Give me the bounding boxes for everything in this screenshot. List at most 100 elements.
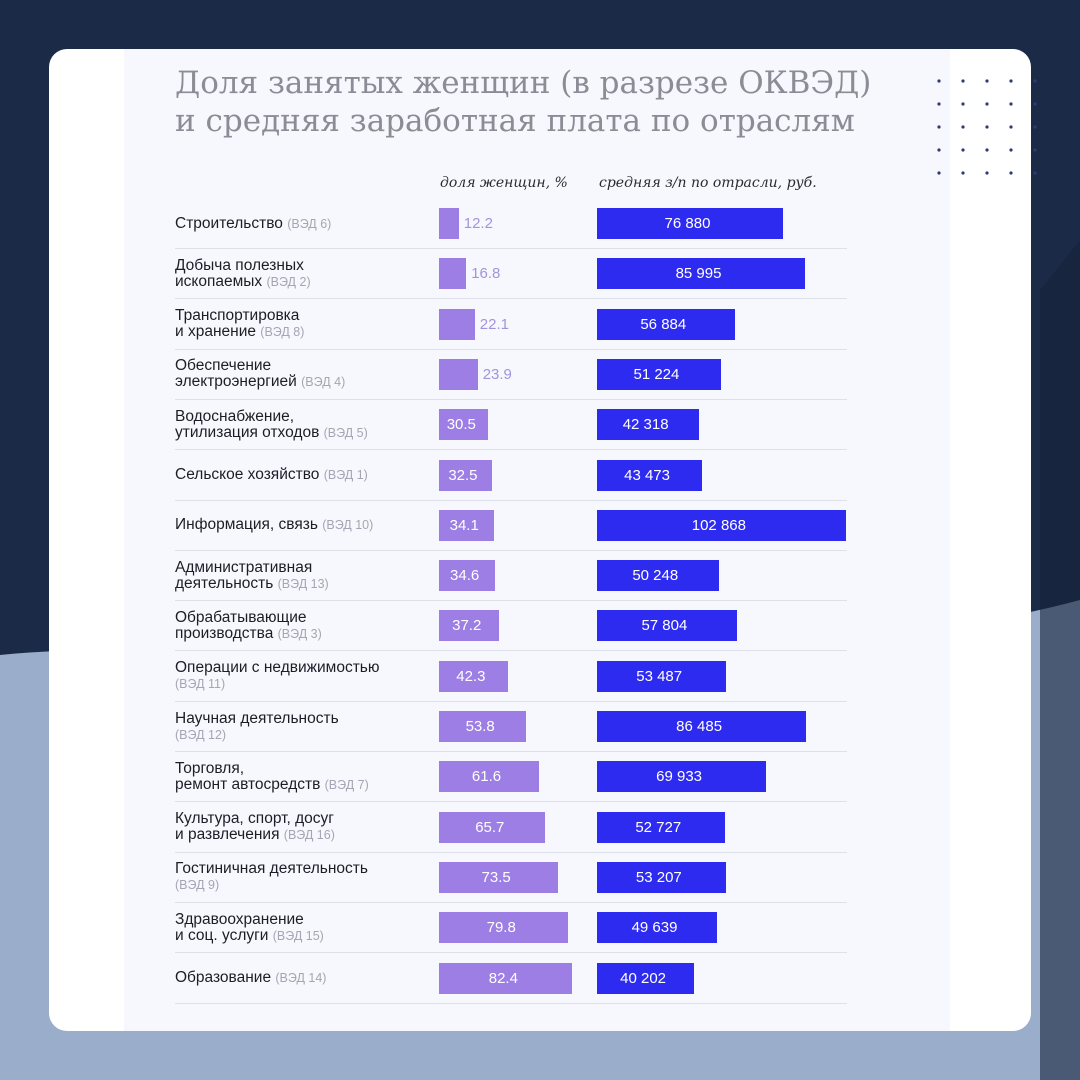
chart-row: Научная деятельность (ВЭД 12) 53.8 86 485 — [175, 702, 847, 752]
category-label: Образование (ВЭД 14) — [175, 954, 425, 1003]
category-code: (ВЭД 15) — [272, 928, 324, 943]
share-value: 23.9 — [482, 365, 512, 383]
chart-title: Доля занятых женщин (в разрезе ОКВЭД) и … — [175, 65, 872, 139]
share-bar — [439, 560, 496, 592]
salary-bar — [597, 711, 807, 742]
share-value: 22.1 — [479, 315, 509, 333]
salary-bar — [597, 761, 767, 793]
salary-value: 52 727 — [635, 818, 682, 836]
share-value: 37.2 — [452, 617, 482, 635]
category-code: (ВЭД 8) — [260, 325, 305, 340]
salary-value: 102 868 — [691, 516, 746, 534]
salary-bar — [597, 358, 721, 390]
category-name: Научная деятельность — [175, 709, 339, 727]
salary-value: 86 485 — [676, 718, 723, 735]
category-code: (ВЭД 16) — [283, 828, 335, 843]
chart-row: Образование (ВЭД 14) 82.4 40 202 — [175, 954, 847, 1004]
category-name: Обрабатывающие производства — [175, 608, 307, 642]
category-code: (ВЭД 14) — [275, 971, 327, 985]
category-name: Административная деятельность — [175, 558, 313, 592]
chart-row: Водоснабжение, утилизация отходов (ВЭД 5… — [175, 400, 847, 451]
chart-row: Гостиничная деятельность (ВЭД 9) 73.5 53 2… — [175, 853, 847, 903]
share-bar — [439, 761, 539, 793]
salary-value: 76 880 — [664, 215, 711, 232]
share-bar — [439, 459, 492, 491]
share-value: 30.5 — [446, 416, 476, 434]
category-label: Строительство (ВЭД 6) — [175, 199, 425, 248]
salary-bar — [597, 208, 784, 239]
salary-column-header: средняя з/п по отрасли, руб. — [599, 175, 817, 191]
share-bar — [439, 912, 569, 944]
share-value: 34.1 — [449, 516, 479, 534]
salary-bar — [597, 560, 719, 592]
chart-row: Торговля, ремонт автосредств (ВЭД 7) 61.6… — [175, 752, 847, 803]
share-value: 34.6 — [450, 567, 480, 585]
category-code: (ВЭД 1) — [323, 468, 368, 482]
share-bar — [439, 308, 475, 340]
category-label: Информация, связь (ВЭД 10) — [175, 501, 425, 550]
salary-value: 40 202 — [620, 969, 667, 987]
salary-bar — [597, 610, 737, 642]
salary-bar — [597, 811, 725, 843]
category-code: (ВЭД 6) — [287, 216, 332, 231]
salary-value: 53 207 — [635, 868, 682, 886]
category-name: Гостиничная деятельность — [175, 860, 368, 878]
share-value: 65.7 — [475, 818, 505, 836]
category-code: (ВЭД 2) — [266, 274, 311, 289]
salary-bar — [597, 509, 846, 541]
share-bar — [439, 610, 500, 642]
chart-row: Административная деятельность (ВЭД 13) 34… — [175, 551, 847, 602]
salary-bar — [597, 912, 718, 944]
category-name: Сельское хозяйство — [175, 466, 320, 483]
category-code: (ВЭД 3) — [277, 626, 322, 641]
category-code: (ВЭД 11) — [175, 677, 226, 692]
category-label: Транспортировка и хранение (ВЭД 8) — [175, 300, 425, 349]
chart-row: Добыча полезных ископаемых (ВЭД 2) 16.8 85… — [175, 249, 847, 300]
salary-value: 42 318 — [622, 416, 669, 434]
category-label: Гостиничная деятельность (ВЭД 9) — [175, 853, 425, 902]
category-name: Операции с недвижимостью — [175, 659, 380, 677]
share-value: 79.8 — [486, 919, 516, 937]
chart-row: Информация, связь (ВЭД 10) 34.1 102 868 — [175, 501, 847, 551]
category-name: Информация, связь — [175, 516, 318, 534]
category-label: Здравоохранение и соц. услуги (ВЭД 15) — [175, 903, 425, 952]
salary-value: 50 248 — [632, 567, 679, 585]
salary-value: 57 804 — [641, 617, 688, 635]
salary-bar — [597, 861, 726, 893]
salary-value: 69 933 — [656, 768, 703, 786]
share-bar — [439, 409, 489, 441]
category-label: Обеспечение электроэнергией (ВЭД 4) — [175, 350, 425, 399]
category-label: Водоснабжение, утилизация отходов (ВЭД 5… — [175, 400, 425, 449]
share-bar — [439, 861, 559, 893]
salary-bar — [597, 660, 727, 692]
category-label: Культура, спорт, досуг и развлечения (ВЭ… — [175, 803, 425, 852]
chart-row: Операции с недвижимостью (ВЭД 11) 42.3 53 … — [175, 652, 847, 702]
category-name: Здравоохранение и соц. услуги — [175, 910, 304, 944]
chart-row: Обрабатывающие производства (ВЭД 3) 37.2 5… — [175, 601, 847, 652]
content-card: Доля занятых женщин (в разрезе ОКВЭД) и … — [49, 49, 1037, 1031]
salary-value: 85 995 — [675, 265, 722, 283]
share-value: 12.2 — [463, 215, 493, 232]
share-bar — [439, 962, 573, 994]
salary-value: 53 487 — [636, 667, 683, 685]
salary-value: 56 884 — [640, 315, 687, 333]
category-name: Культура, спорт, досуг и развлечения — [175, 810, 334, 844]
chart-row: Сельское хозяйство (ВЭД 1) 32.5 43 473 — [175, 451, 847, 501]
share-value: 61.6 — [471, 768, 502, 786]
category-label: Сельское хозяйство (ВЭД 1) — [175, 451, 425, 500]
category-name: Водоснабжение, утилизация отходов — [175, 407, 320, 441]
salary-value: 51 224 — [633, 365, 680, 383]
share-value: 16.8 — [471, 265, 501, 283]
category-code: (ВЭД 13) — [277, 576, 329, 591]
category-label: Торговля, ремонт автосредств (ВЭД 7) — [175, 752, 425, 801]
category-code: (ВЭД 5) — [323, 425, 368, 440]
chart-row: Культура, спорт, досуг и развлечения (ВЭ… — [175, 803, 847, 853]
share-bar — [439, 811, 546, 843]
chart-row: Обеспечение электроэнергией (ВЭД 4) 23.9 5… — [175, 350, 847, 400]
share-value: 73.5 — [481, 868, 511, 886]
category-name: Торговля, ремонт автосредств — [175, 759, 321, 793]
salary-bar — [597, 308, 735, 340]
salary-value: 43 473 — [624, 466, 670, 484]
dot-grid-decoration — [937, 79, 1037, 175]
salary-bar — [597, 409, 700, 441]
